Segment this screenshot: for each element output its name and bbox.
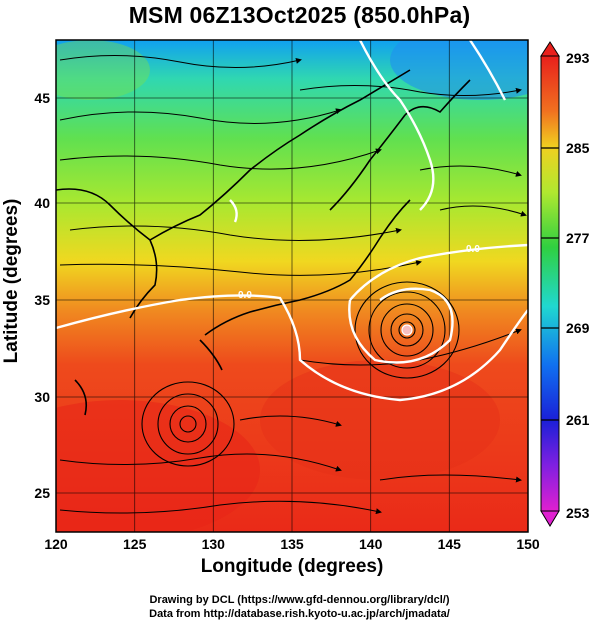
typhoon-circulation	[354, 281, 460, 379]
chart-title: MSM 06Z13Oct2025 (850.0hPa)	[128, 2, 471, 28]
x-axis-label: Longitude (degrees)	[200, 556, 384, 577]
y-tick-label: 25	[34, 485, 50, 501]
plot-frame	[55, 39, 529, 533]
typhoon-eye	[401, 324, 413, 336]
y-tick-labels: 25 30 35 40 45	[34, 90, 50, 501]
x-tick-label: 145	[438, 536, 462, 552]
colorbar-tick-label: 277	[566, 230, 590, 246]
colorbar-body	[540, 55, 560, 512]
colorbar-tick-label: 285	[566, 140, 590, 156]
low-circulation	[141, 381, 235, 467]
x-tick-label: 130	[202, 536, 226, 552]
drawing-credit: Drawing by DCL (https://www.gfd-dennou.o…	[149, 594, 450, 606]
colorbar-top-triangle	[540, 41, 560, 57]
y-tick-label: 30	[34, 389, 50, 405]
colorbar: 293 285 277 269 261 253	[540, 41, 590, 527]
x-tick-label: 150	[516, 536, 540, 552]
colorbar-tick-label: 293	[566, 50, 590, 66]
coastlines	[56, 69, 471, 416]
y-tick-label: 35	[34, 292, 50, 308]
colorbar-tick-label: 253	[566, 505, 590, 521]
y-tick-label: 40	[34, 195, 50, 211]
data-credit: Data from http://database.rish.kyoto-u.a…	[149, 608, 450, 620]
grid-lines	[56, 40, 528, 532]
y-axis-label: Latitude (degrees)	[1, 198, 22, 364]
x-tick-labels: 120 125 130 135 140 145 150	[44, 536, 540, 552]
contour-label: 0.0	[238, 290, 252, 301]
warm-patches	[56, 40, 528, 532]
x-tick-label: 125	[123, 536, 147, 552]
colorbar-tick-label: 261	[566, 412, 590, 428]
x-tick-label: 140	[359, 536, 383, 552]
zero-contours	[56, 40, 528, 402]
x-tick-label: 135	[280, 536, 304, 552]
colorbar-bottom-triangle	[540, 510, 560, 527]
contour-label: 0.0	[466, 244, 480, 255]
colorbar-tick-label: 269	[566, 320, 590, 336]
y-tick-label: 45	[34, 90, 50, 106]
x-tick-label: 120	[44, 536, 68, 552]
